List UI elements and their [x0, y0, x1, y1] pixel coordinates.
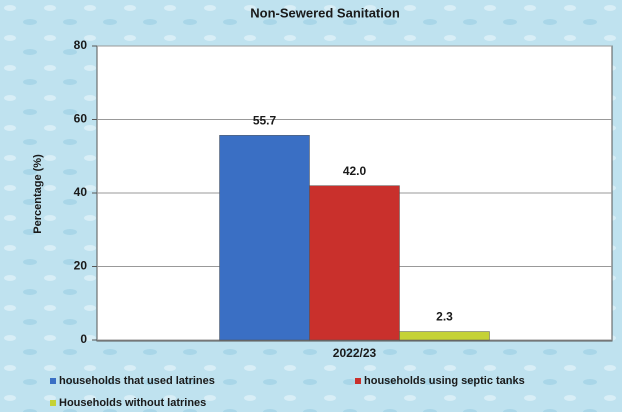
y-tick-label: 20 [74, 259, 88, 273]
data-label: 42.0 [343, 164, 367, 178]
legend-label: Households without latrines [59, 397, 206, 409]
legend-swatch [50, 378, 56, 384]
chart-title: Non-Sewered Sanitation [250, 5, 400, 20]
bar [219, 135, 310, 341]
bar [309, 185, 400, 341]
x-tick-label: 2022/23 [333, 346, 377, 360]
y-tick-label: 40 [74, 185, 88, 199]
y-tick-label: 0 [80, 332, 87, 346]
bar [399, 331, 490, 341]
data-label: 55.7 [253, 113, 277, 127]
legend-swatch [355, 378, 361, 384]
legend-label: households that used latrines [59, 375, 215, 387]
y-tick-label: 60 [74, 112, 88, 126]
y-tick-label: 80 [74, 38, 88, 52]
y-axis-label: Percentage (%) [32, 154, 44, 234]
legend-swatch [50, 400, 56, 406]
data-label: 2.3 [436, 310, 453, 324]
legend-label: households using septic tanks [364, 375, 525, 387]
